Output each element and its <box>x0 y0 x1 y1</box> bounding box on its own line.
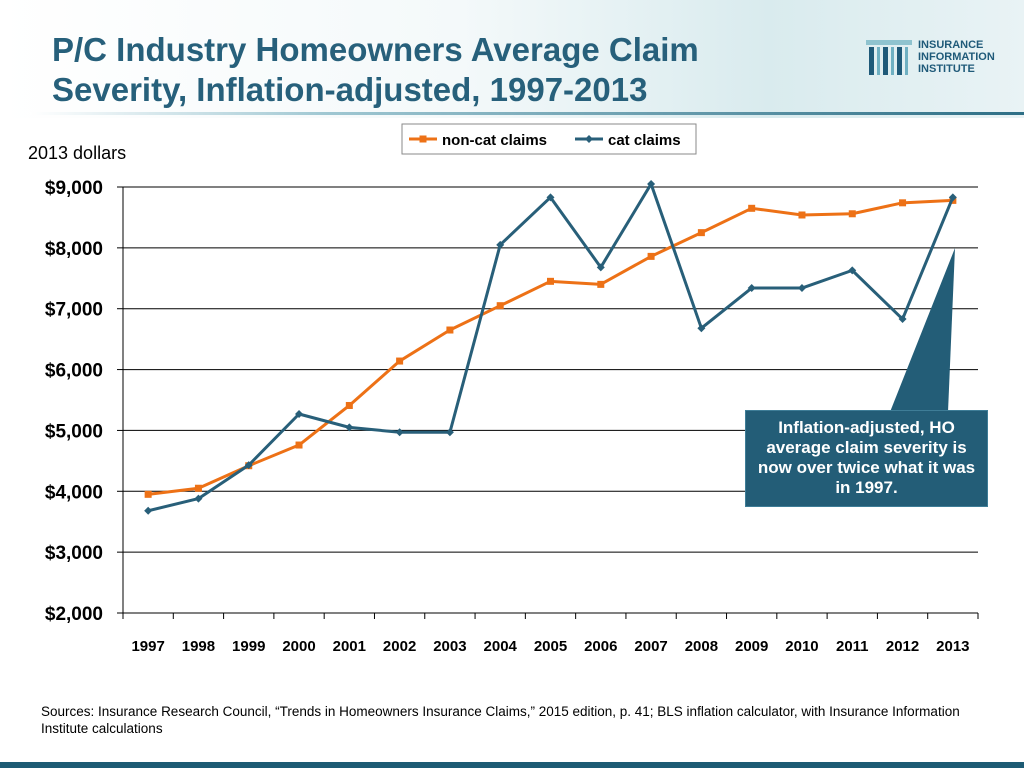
x-tick-label: 2007 <box>634 638 667 655</box>
non-cat-claims-point <box>748 204 756 212</box>
y-tick-label: $2,000 <box>45 604 103 625</box>
x-tick-label: 2010 <box>785 638 818 655</box>
x-tick-label: 2011 <box>836 638 869 655</box>
y-axis-units-label: 2013 dollars <box>28 143 127 163</box>
cat-claims-legend-label: cat claims <box>608 132 681 149</box>
footer-bar <box>0 762 1024 768</box>
header-divider <box>30 112 1024 115</box>
non-cat-claims-point <box>144 490 152 498</box>
x-tick-label: 2004 <box>484 638 518 655</box>
non-cat-claims-point <box>295 441 303 449</box>
x-tick-label: 2013 <box>936 638 969 655</box>
cat-claims-point <box>496 240 505 249</box>
non-cat-claims-legend-marker <box>419 135 427 143</box>
x-tick-label: 1999 <box>232 638 265 655</box>
x-tick-label: 2001 <box>333 638 366 655</box>
non-cat-claims-point <box>647 252 655 260</box>
iii-logo-text: INSURANCE INFORMATION INSTITUTE <box>918 39 995 75</box>
cat-claims-point <box>797 284 806 293</box>
x-tick-label: 1997 <box>131 638 164 655</box>
x-tick-label: 2002 <box>383 638 416 655</box>
cat-claims-point <box>596 263 605 272</box>
y-tick-label: $7,000 <box>45 300 103 321</box>
header-band <box>0 0 1024 118</box>
x-tick-label: 2008 <box>685 638 718 655</box>
logo-line-3: INSTITUTE <box>918 63 975 75</box>
x-tick-label: 2012 <box>886 638 919 655</box>
cat-claims-point <box>395 428 404 437</box>
non-cat-claims-point <box>345 401 353 409</box>
y-tick-label: $5,000 <box>45 421 103 442</box>
iii-logo-icon <box>866 40 912 75</box>
cat-claims-point <box>445 428 454 437</box>
x-tick-label: 2006 <box>584 638 617 655</box>
non-cat-claims-point <box>396 357 404 365</box>
x-tick-label: 2000 <box>282 638 315 655</box>
cat-claims-point <box>345 423 354 432</box>
iii-logo: INSURANCE INFORMATION INSTITUTE <box>866 36 1016 80</box>
y-tick-label: $9,000 <box>45 178 103 199</box>
non-cat-claims-point <box>697 229 705 237</box>
x-tick-label: 2003 <box>433 638 466 655</box>
x-tick-label: 1998 <box>182 638 215 655</box>
callout-pointer <box>890 248 955 412</box>
non-cat-claims-point <box>798 211 806 219</box>
logo-line-2: INFORMATION <box>918 51 995 63</box>
callout-box: Inflation-adjusted, HO average claim sev… <box>745 410 988 507</box>
y-tick-label: $6,000 <box>45 361 103 382</box>
legend-box <box>401 123 697 155</box>
cat-claims-legend-marker <box>585 135 593 143</box>
non-cat-claims-point <box>899 199 907 207</box>
non-cat-claims-point <box>848 210 856 218</box>
x-tick-label: 2005 <box>534 638 567 655</box>
y-tick-label: $4,000 <box>45 482 103 503</box>
cat-claims-point <box>295 409 304 418</box>
y-tick-label: $3,000 <box>45 543 103 564</box>
cat-claims-point <box>898 315 907 324</box>
cat-claims-point <box>546 193 555 202</box>
cat-claims-point <box>747 284 756 293</box>
logo-line-1: INSURANCE <box>918 39 984 51</box>
cat-claims-point <box>697 324 706 333</box>
cat-claims-point <box>848 266 857 275</box>
non-cat-claims-point <box>547 277 554 285</box>
non-cat-claims-point <box>496 302 504 310</box>
sources-note: Sources: Insurance Research Council, “Tr… <box>41 704 960 736</box>
cat-claims-point <box>194 494 203 503</box>
non-cat-claims-legend-label: non-cat claims <box>442 132 547 149</box>
cat-claims-point <box>244 461 253 470</box>
cat-claims-point <box>144 506 153 515</box>
title-line-1: P/C Industry Homeowners Average Claim <box>52 31 699 68</box>
cat-claims-point <box>948 193 957 202</box>
cat-claims-point <box>647 179 656 188</box>
line-chart: $2,000 $3,000 $4,000 $5,000 $6,000 $7,000 $8,0… <box>45 123 979 655</box>
page-title: P/C Industry Homeowners Average Claim Se… <box>52 30 832 110</box>
title-line-2: Severity, Inflation-adjusted, 1997-2013 <box>52 71 648 108</box>
non-cat-claims-point <box>446 326 454 334</box>
y-tick-label: $8,000 <box>45 239 103 260</box>
non-cat-claims-point <box>597 280 605 288</box>
x-tick-label: 2009 <box>735 638 768 655</box>
non-cat-claims-point <box>194 484 202 492</box>
